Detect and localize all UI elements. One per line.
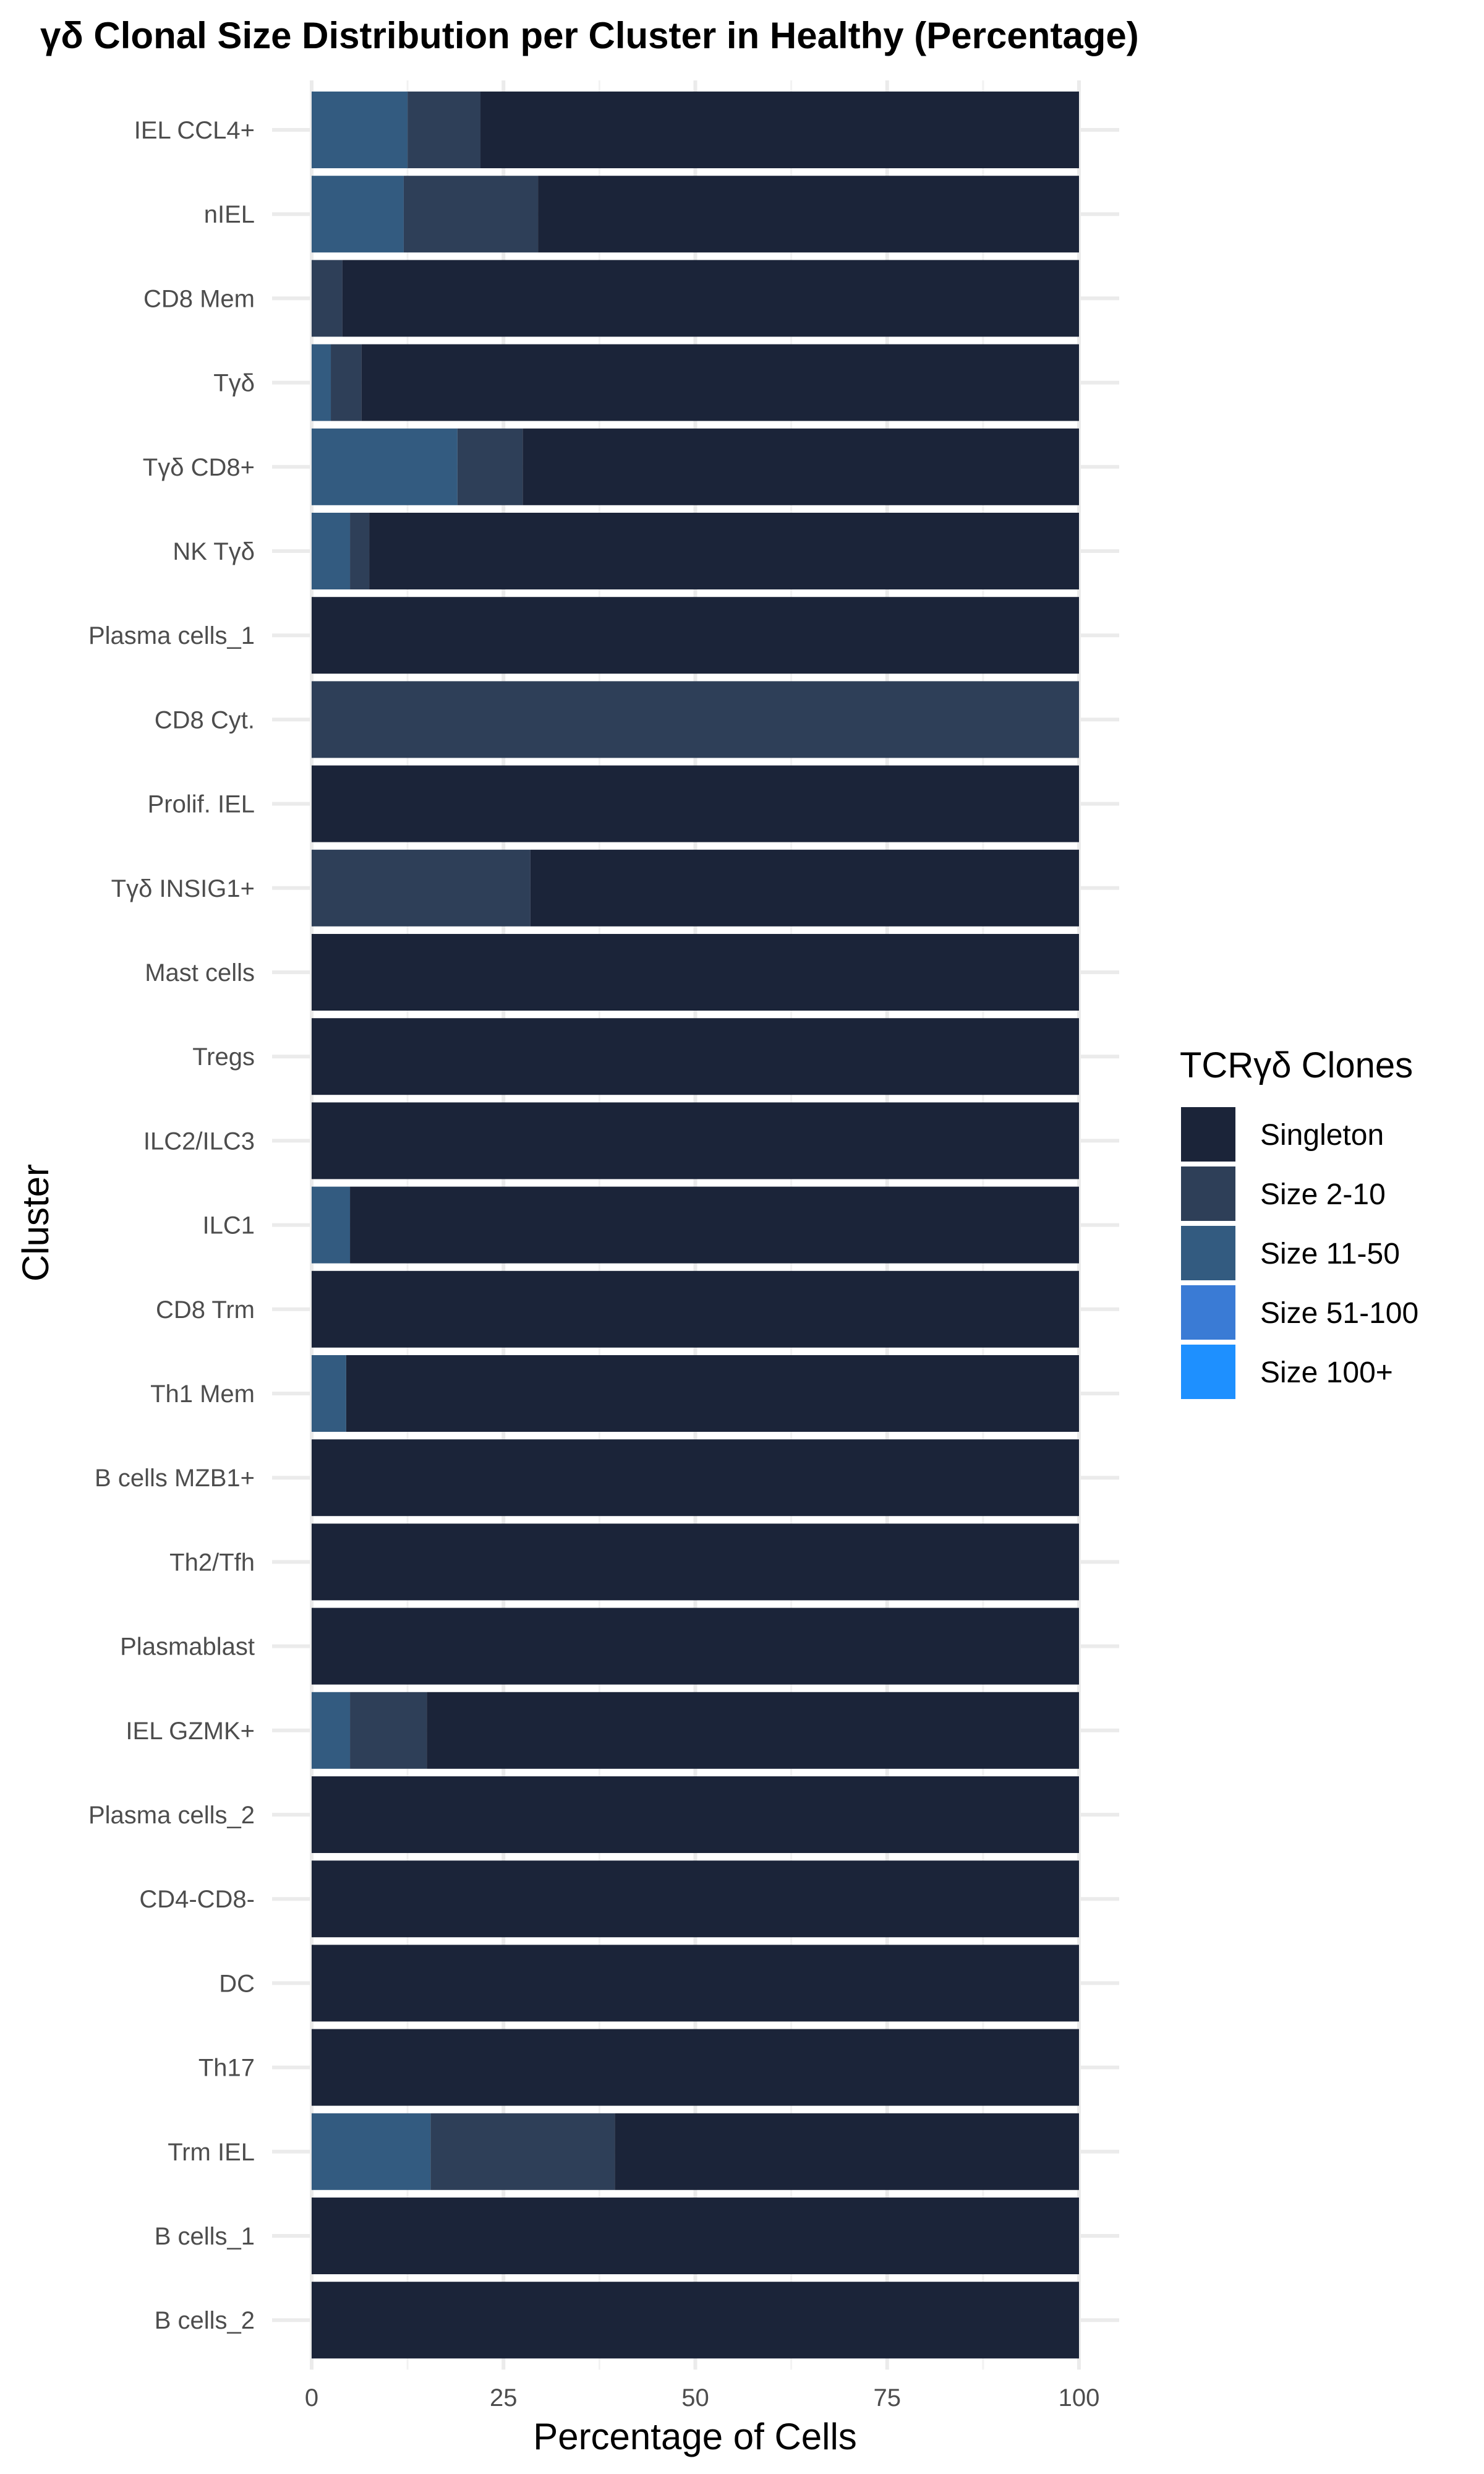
legend-label-singleton: Singleton — [1260, 1119, 1384, 1152]
x-tick-label: 50 — [681, 2384, 709, 2412]
bar-cd4-cd8-singleton — [312, 1860, 1079, 1938]
x-tick-label: 100 — [1059, 2384, 1100, 2412]
bar-nk-t-size-2-10 — [350, 513, 370, 589]
bar-iel-ccl4-size-2-10 — [407, 92, 481, 168]
bar-trm-iel-singleton — [615, 2113, 1079, 2190]
y-tick-label: Th1 Mem — [150, 1380, 255, 1408]
y-tick-label: B cells MZB1+ — [95, 1465, 255, 1492]
x-tick-label: 75 — [874, 2384, 902, 2412]
bar-th2-tfh-singleton — [312, 1523, 1079, 1601]
y-tick-label: nIEL — [204, 201, 255, 228]
bar-nk-t-singleton — [369, 513, 1080, 589]
bar-t-singleton — [361, 344, 1079, 421]
bar-niel-size-11-50 — [312, 176, 404, 253]
y-tick-label: Trm IEL — [168, 2139, 255, 2166]
x-axis-title: Percentage of Cells — [533, 2416, 857, 2457]
bar-ilc2-ilc3-singleton — [312, 1102, 1079, 1179]
bar-iel-ccl4-size-11-50 — [312, 92, 408, 168]
y-tick-labels: IEL CCL4+ nIEL CD8 Mem Tγδ Tγδ CD8+ NK Tγδ Pla… — [88, 117, 255, 2334]
legend-label-size-100: Size 100+ — [1260, 1356, 1393, 1389]
y-tick-label: Mast cells — [145, 959, 255, 987]
bar-ilc1-singleton — [350, 1186, 1079, 1264]
bar-prolif-iel-singleton — [312, 765, 1079, 842]
bar-b-cells-1-singleton — [312, 2198, 1079, 2274]
bar-cd8-cyt-size-2-10 — [312, 681, 1079, 758]
chart-title: γδ Clonal Size Distribution per Cluster … — [40, 15, 1139, 56]
bar-mast-cells-singleton — [312, 934, 1079, 1011]
bar-trm-iel-size-2-10 — [430, 2113, 615, 2190]
bar-dc-singleton — [312, 1945, 1079, 2022]
x-tick-label: 25 — [490, 2384, 518, 2412]
bar-cd8-trm-singleton — [312, 1270, 1079, 1348]
bar-t-size-11-50 — [312, 344, 331, 421]
bar-plasma-cells-2-singleton — [312, 1776, 1079, 1853]
legend-swatch-singleton — [1181, 1107, 1235, 1162]
y-axis-title: Cluster — [15, 1164, 56, 1282]
bar-iel-ccl4-singleton — [480, 92, 1079, 168]
y-tick-label: Th17 — [198, 2055, 255, 2082]
y-tick-label: Tγδ CD8+ — [143, 454, 255, 481]
bar-cd8-mem-size-2-10 — [312, 260, 343, 337]
legend-label-size-51-100: Size 51-100 — [1260, 1297, 1418, 1330]
bar-t-insig1-size-2-10 — [312, 849, 531, 927]
y-tick-label: Th2/Tfh — [169, 1549, 255, 1576]
bar-plasma-cells-1-singleton — [312, 597, 1079, 674]
x-tick-labels: 0 25 50 75 100 — [305, 2384, 1100, 2412]
bar-plasmablast-singleton — [312, 1607, 1079, 1685]
y-tick-label: Plasmablast — [120, 1633, 255, 1661]
y-tick-label: Plasma cells_1 — [88, 622, 255, 649]
bar-t-insig1-singleton — [530, 849, 1079, 927]
legend-swatch-size-11-50 — [1181, 1226, 1235, 1280]
bars — [312, 92, 1080, 2359]
y-tick-label: CD8 Mem — [143, 285, 255, 312]
bar-iel-gzmk-size-2-10 — [350, 1692, 427, 1769]
bar-trm-iel-size-11-50 — [312, 2113, 431, 2190]
bar-niel-singleton — [538, 176, 1079, 253]
bar-iel-gzmk-singleton — [427, 1692, 1079, 1769]
y-tick-label: Tγδ INSIG1+ — [111, 875, 255, 902]
y-tick-label: NK Tγδ — [173, 538, 255, 565]
bar-t-cd8-size-11-50 — [312, 428, 458, 505]
bar-b-cells-2-singleton — [312, 2282, 1079, 2359]
bar-tregs-singleton — [312, 1018, 1079, 1095]
bar-th17-singleton — [312, 2029, 1079, 2106]
bar-t-cd8-singleton — [522, 428, 1079, 505]
bar-b-cells-mzb1-singleton — [312, 1439, 1079, 1517]
y-tick-label: ILC1 — [203, 1212, 255, 1239]
legend-swatch-size-100 — [1181, 1345, 1235, 1399]
bar-cd8-mem-singleton — [342, 260, 1079, 337]
bar-iel-gzmk-size-11-50 — [312, 1692, 351, 1769]
bar-ilc1-size-11-50 — [312, 1186, 351, 1264]
bar-t-size-2-10 — [331, 344, 362, 421]
y-tick-label: DC — [219, 1970, 255, 1997]
y-tick-label: ILC2/ILC3 — [143, 1128, 255, 1155]
y-tick-label: Plasma cells_2 — [88, 1802, 255, 1829]
y-tick-label: CD8 Cyt. — [155, 706, 255, 734]
bar-th1-mem-size-11-50 — [312, 1355, 346, 1432]
y-tick-label: Prolif. IEL — [148, 791, 255, 818]
legend-swatch-size-2-10 — [1181, 1166, 1235, 1221]
legend-swatch-size-51-100 — [1181, 1285, 1235, 1340]
y-tick-label: CD4-CD8- — [139, 1886, 255, 1913]
bar-t-cd8-size-2-10 — [457, 428, 523, 505]
legend-label-size-11-50: Size 11-50 — [1260, 1238, 1400, 1270]
y-tick-label: CD8 Trm — [156, 1296, 255, 1324]
bar-th1-mem-singleton — [346, 1355, 1079, 1432]
y-tick-label: B cells_1 — [155, 2223, 255, 2250]
y-tick-label: Tγδ — [213, 370, 255, 397]
y-tick-label: B cells_2 — [155, 2307, 255, 2334]
y-tick-label: Tregs — [192, 1043, 255, 1071]
legend-items: Singleton Size 2-10 Size 11-50 Size 51-100 S… — [1181, 1107, 1418, 1399]
legend-title: TCRγδ Clones — [1180, 1045, 1413, 1085]
legend: TCRγδ Clones Singleton Size 2-10 Size 11-5… — [1180, 1045, 1418, 1399]
x-tick-label: 0 — [305, 2384, 318, 2412]
bar-nk-t-size-11-50 — [312, 513, 351, 589]
y-tick-label: IEL GZMK+ — [126, 1718, 255, 1745]
bar-niel-size-2-10 — [403, 176, 539, 253]
legend-label-size-2-10: Size 2-10 — [1260, 1178, 1386, 1211]
y-tick-label: IEL CCL4+ — [134, 117, 255, 144]
